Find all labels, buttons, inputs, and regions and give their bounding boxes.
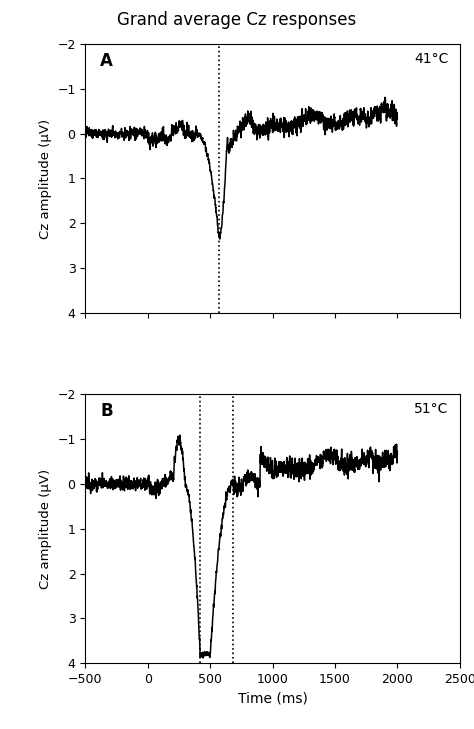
Y-axis label: Cz amplitude (μV): Cz amplitude (μV) (39, 469, 52, 589)
Text: B: B (100, 402, 113, 420)
Text: Grand average Cz responses: Grand average Cz responses (118, 11, 356, 29)
Text: A: A (100, 52, 113, 70)
X-axis label: Time (ms): Time (ms) (237, 692, 308, 706)
Text: 41°C: 41°C (414, 52, 448, 66)
Text: 51°C: 51°C (414, 402, 448, 416)
Y-axis label: Cz amplitude (μV): Cz amplitude (μV) (39, 118, 52, 238)
